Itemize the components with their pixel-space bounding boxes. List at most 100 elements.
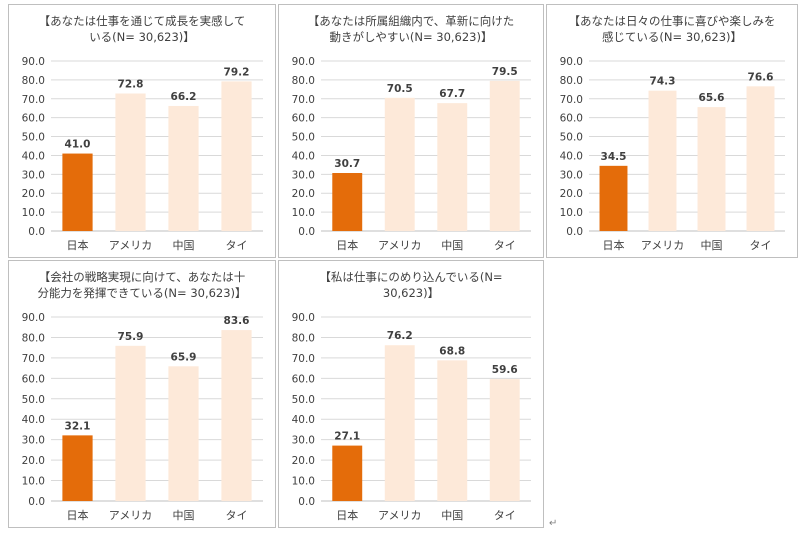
bar <box>384 345 415 501</box>
y-tick-label: 60.0 <box>560 113 583 125</box>
bar <box>489 80 520 231</box>
bar <box>115 93 146 231</box>
x-tick-label: タイ <box>226 239 248 252</box>
bar <box>62 435 93 501</box>
y-tick-label: 0.0 <box>28 226 45 238</box>
y-tick-label: 20.0 <box>560 188 583 200</box>
x-tick-label: タイ <box>226 509 248 522</box>
data-label: 65.6 <box>699 92 725 104</box>
y-tick-label: 20.0 <box>22 188 45 200</box>
x-tick-label: タイ <box>494 509 516 522</box>
x-tick-label: アメリカ <box>378 239 421 252</box>
chart-title: 【会社の戦略実現に向けて、あなたは十 分能力を発揮できている(N= 30,623… <box>37 270 247 300</box>
y-tick-label: 20.0 <box>292 455 315 467</box>
y-tick-label: 20.0 <box>22 455 45 467</box>
y-tick-label: 60.0 <box>292 113 315 125</box>
y-tick-label: 80.0 <box>560 75 583 87</box>
x-tick-label: 日本 <box>67 508 89 522</box>
x-tick-label: 中国 <box>173 239 195 252</box>
x-tick-label: 日本 <box>67 238 89 252</box>
x-tick-label: 中国 <box>441 239 463 252</box>
data-label: 76.6 <box>748 71 774 83</box>
data-label: 74.3 <box>650 76 676 88</box>
data-label: 30.7 <box>334 158 360 170</box>
bar-chart-svg: 0.0 10.0 20.0 30.0 40.0 50.0 60.0 70.0 80.0 90.0 2… <box>292 312 531 522</box>
x-tick-label: アメリカ <box>378 509 421 522</box>
chart-title: 【あなたは日々の仕事に喜びや楽しみを 感じている(N= 30,623)】 <box>568 14 776 44</box>
data-label: 76.2 <box>387 330 413 342</box>
x-tick-label: 中国 <box>441 509 463 522</box>
data-label: 65.9 <box>171 351 197 363</box>
y-tick-label: 20.0 <box>292 188 315 200</box>
chart-panel-1: 【あなたは仕事を通じて成長を実感して いる(N= 30,623)】 0.0 10.… <box>8 4 276 258</box>
chart-panel-5: 【私は仕事にのめり込んでいる(N= 30,623)】 0.0 10.0 20.0 30… <box>278 260 544 528</box>
x-tick-label: タイ <box>750 239 772 252</box>
x-tick-label: 日本 <box>336 508 358 522</box>
y-tick-label: 30.0 <box>560 169 583 181</box>
data-label: 41.0 <box>65 139 91 151</box>
chart-title: 【あなたは所属組織内で、革新に向けた 動きがしやすい(N= 30,623)】 <box>307 14 515 44</box>
y-tick-label: 90.0 <box>22 312 45 324</box>
bar-chart-svg: 0.0 10.0 20.0 30.0 40.0 50.0 60.0 70.0 80.0 90.0 3… <box>292 56 531 252</box>
y-tick-label: 50.0 <box>292 394 315 406</box>
data-label: 79.2 <box>224 66 250 78</box>
y-tick-label: 0.0 <box>298 226 315 238</box>
y-tick-label: 10.0 <box>22 207 45 219</box>
x-tick-label: アメリカ <box>109 239 152 252</box>
data-label: 72.8 <box>118 78 144 90</box>
chart-title: 【あなたは仕事を通じて成長を実感して いる(N= 30,623)】 <box>38 14 246 44</box>
data-label: 59.6 <box>492 364 518 376</box>
y-tick-label: 70.0 <box>560 94 583 106</box>
bar <box>437 360 468 501</box>
y-tick-label: 80.0 <box>292 75 315 87</box>
y-tick-label: 80.0 <box>292 332 315 344</box>
y-tick-label: 0.0 <box>298 496 315 508</box>
y-tick-label: 90.0 <box>560 56 583 68</box>
x-tick-label: タイ <box>494 239 516 252</box>
bar <box>697 107 726 231</box>
bar <box>168 366 199 501</box>
data-label: 67.7 <box>439 88 465 100</box>
y-tick-label: 10.0 <box>560 207 583 219</box>
x-tick-label: 日本 <box>336 238 358 252</box>
y-tick-label: 70.0 <box>292 94 315 106</box>
y-tick-label: 40.0 <box>22 414 45 426</box>
y-tick-label: 70.0 <box>292 353 315 365</box>
chart-panel-4: 【会社の戦略実現に向けて、あなたは十 分能力を発揮できている(N= 30,623… <box>8 260 276 528</box>
y-tick-label: 60.0 <box>22 373 45 385</box>
data-label: 34.5 <box>601 151 627 163</box>
bar <box>332 445 363 501</box>
y-tick-label: 80.0 <box>22 75 45 87</box>
y-tick-label: 90.0 <box>292 312 315 324</box>
y-tick-label: 30.0 <box>292 169 315 181</box>
data-label: 27.1 <box>334 431 360 443</box>
y-tick-label: 10.0 <box>292 476 315 488</box>
bar <box>648 90 677 232</box>
chart-panel-3: 【あなたは日々の仕事に喜びや楽しみを 感じている(N= 30,623)】 0.0… <box>546 4 798 258</box>
bar <box>384 97 415 231</box>
y-tick-label: 50.0 <box>560 132 583 144</box>
y-tick-label: 90.0 <box>292 56 315 68</box>
y-tick-label: 50.0 <box>292 132 315 144</box>
data-label: 68.8 <box>439 345 465 357</box>
y-tick-label: 30.0 <box>22 169 45 181</box>
x-tick-label: アメリカ <box>641 239 684 252</box>
y-tick-label: 80.0 <box>22 332 45 344</box>
data-label: 32.1 <box>65 420 91 432</box>
y-tick-label: 40.0 <box>292 414 315 426</box>
y-tick-label: 50.0 <box>22 132 45 144</box>
data-label: 70.5 <box>387 83 413 95</box>
x-tick-label: 日本 <box>603 238 625 252</box>
y-tick-label: 40.0 <box>22 150 45 162</box>
bar <box>221 81 252 232</box>
y-tick-label: 40.0 <box>292 150 315 162</box>
chart-title: 【私は仕事にのめり込んでいる(N= 30,623)】 <box>319 270 503 300</box>
bar-chart-svg: 0.0 10.0 20.0 30.0 40.0 50.0 60.0 70.0 80.0 90.0 3… <box>22 312 263 522</box>
data-label: 83.6 <box>224 315 250 327</box>
bar <box>746 86 775 231</box>
bar <box>332 173 363 231</box>
y-tick-label: 10.0 <box>22 476 45 488</box>
y-tick-label: 60.0 <box>292 373 315 385</box>
y-tick-label: 30.0 <box>292 435 315 447</box>
chart-panel-2: 【あなたは所属組織内で、革新に向けた 動きがしやすい(N= 30,623)】 0… <box>278 4 544 258</box>
